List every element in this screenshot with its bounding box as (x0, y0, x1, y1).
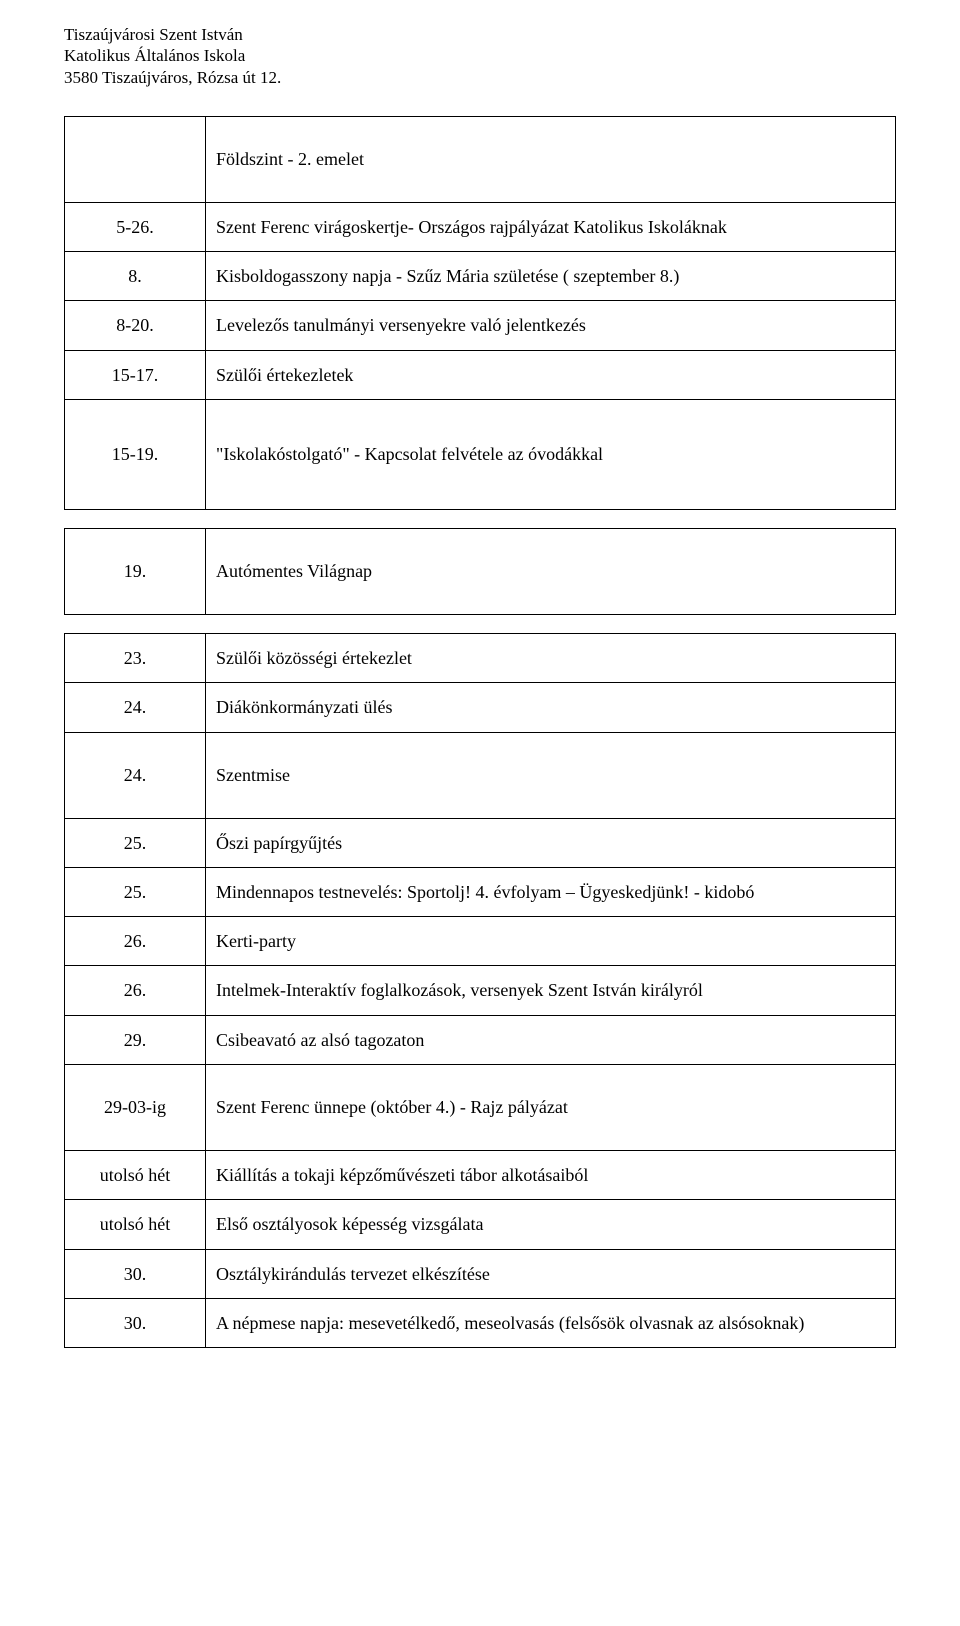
desc-cell: Szent Ferenc virágoskertje- Országos raj… (206, 202, 896, 251)
table-row: 24. Diákönkormányzati ülés (65, 683, 896, 732)
table-row: 8-20. Levelezős tanulmányi versenyekre v… (65, 301, 896, 350)
desc-cell: Autómentes Világnap (206, 528, 896, 614)
table-row: 30. A népmese napja: mesevetélkedő, mese… (65, 1298, 896, 1347)
table-row: 23. Szülői közösségi értekezlet (65, 633, 896, 682)
schedule-table-2: 19. Autómentes Világnap (64, 528, 896, 615)
table-row: 25. Őszi papírgyűjtés (65, 818, 896, 867)
school-name-line2: Katolikus Általános Iskola (64, 45, 896, 66)
table-row: 29. Csibeavató az alsó tagozaton (65, 1015, 896, 1064)
date-cell: 30. (65, 1249, 206, 1298)
desc-cell: "Iskolakóstolgató" - Kapcsolat felvétele… (206, 399, 896, 509)
desc-cell: Diákönkormányzati ülés (206, 683, 896, 732)
date-cell: 24. (65, 683, 206, 732)
school-header: Tiszaújvárosi Szent István Katolikus Ált… (64, 24, 896, 88)
desc-cell: Első osztályosok képesség vizsgálata (206, 1200, 896, 1249)
desc-cell: Mindennapos testnevelés: Sportolj! 4. év… (206, 867, 896, 916)
desc-cell: Kisboldogasszony napja - Szűz Mária szül… (206, 252, 896, 301)
desc-cell: Szülői értekezletek (206, 350, 896, 399)
date-cell (65, 116, 206, 202)
date-cell: 30. (65, 1298, 206, 1347)
desc-cell: Szentmise (206, 732, 896, 818)
date-cell: utolsó hét (65, 1200, 206, 1249)
desc-cell: Levelezős tanulmányi versenyekre való je… (206, 301, 896, 350)
date-cell: 5-26. (65, 202, 206, 251)
date-cell: 25. (65, 818, 206, 867)
table-row: utolsó hét Kiállítás a tokaji képzőművés… (65, 1151, 896, 1200)
date-cell: 8-20. (65, 301, 206, 350)
desc-cell: Őszi papírgyűjtés (206, 818, 896, 867)
table-row: 26. Kerti-party (65, 917, 896, 966)
desc-cell: Intelmek-Interaktív foglalkozások, verse… (206, 966, 896, 1015)
date-cell: 19. (65, 528, 206, 614)
date-cell: 8. (65, 252, 206, 301)
table-row: 29-03-ig Szent Ferenc ünnepe (október 4.… (65, 1065, 896, 1151)
schedule-table-1: Földszint - 2. emelet 5-26. Szent Ferenc… (64, 116, 896, 510)
desc-cell: Csibeavató az alsó tagozaton (206, 1015, 896, 1064)
table-row: 24. Szentmise (65, 732, 896, 818)
desc-cell: A népmese napja: mesevetélkedő, meseolva… (206, 1298, 896, 1347)
date-cell: 23. (65, 633, 206, 682)
schedule-table-3: 23. Szülői közösségi értekezlet 24. Diák… (64, 633, 896, 1348)
table-row: 30. Osztálykirándulás tervezet elkészíté… (65, 1249, 896, 1298)
table-row: 26. Intelmek-Interaktív foglalkozások, v… (65, 966, 896, 1015)
school-address: 3580 Tiszaújváros, Rózsa út 12. (64, 67, 896, 88)
table-row: 25. Mindennapos testnevelés: Sportolj! 4… (65, 867, 896, 916)
table-row: Földszint - 2. emelet (65, 116, 896, 202)
desc-cell: Földszint - 2. emelet (206, 116, 896, 202)
desc-cell: Kerti-party (206, 917, 896, 966)
date-cell: 15-17. (65, 350, 206, 399)
desc-cell: Szülői közösségi értekezlet (206, 633, 896, 682)
date-cell: 26. (65, 966, 206, 1015)
table-row: 19. Autómentes Világnap (65, 528, 896, 614)
date-cell: 29-03-ig (65, 1065, 206, 1151)
table-row: 8. Kisboldogasszony napja - Szűz Mária s… (65, 252, 896, 301)
table-row: 15-19. "Iskolakóstolgató" - Kapcsolat fe… (65, 399, 896, 509)
date-cell: utolsó hét (65, 1151, 206, 1200)
desc-cell: Osztálykirándulás tervezet elkészítése (206, 1249, 896, 1298)
date-cell: 25. (65, 867, 206, 916)
table-row: 15-17. Szülői értekezletek (65, 350, 896, 399)
school-name-line1: Tiszaújvárosi Szent István (64, 24, 896, 45)
date-cell: 26. (65, 917, 206, 966)
desc-cell: Kiállítás a tokaji képzőművészeti tábor … (206, 1151, 896, 1200)
date-cell: 15-19. (65, 399, 206, 509)
table-row: 5-26. Szent Ferenc virágoskertje- Ország… (65, 202, 896, 251)
date-cell: 24. (65, 732, 206, 818)
date-cell: 29. (65, 1015, 206, 1064)
table-row: utolsó hét Első osztályosok képesség viz… (65, 1200, 896, 1249)
desc-cell: Szent Ferenc ünnepe (október 4.) - Rajz … (206, 1065, 896, 1151)
